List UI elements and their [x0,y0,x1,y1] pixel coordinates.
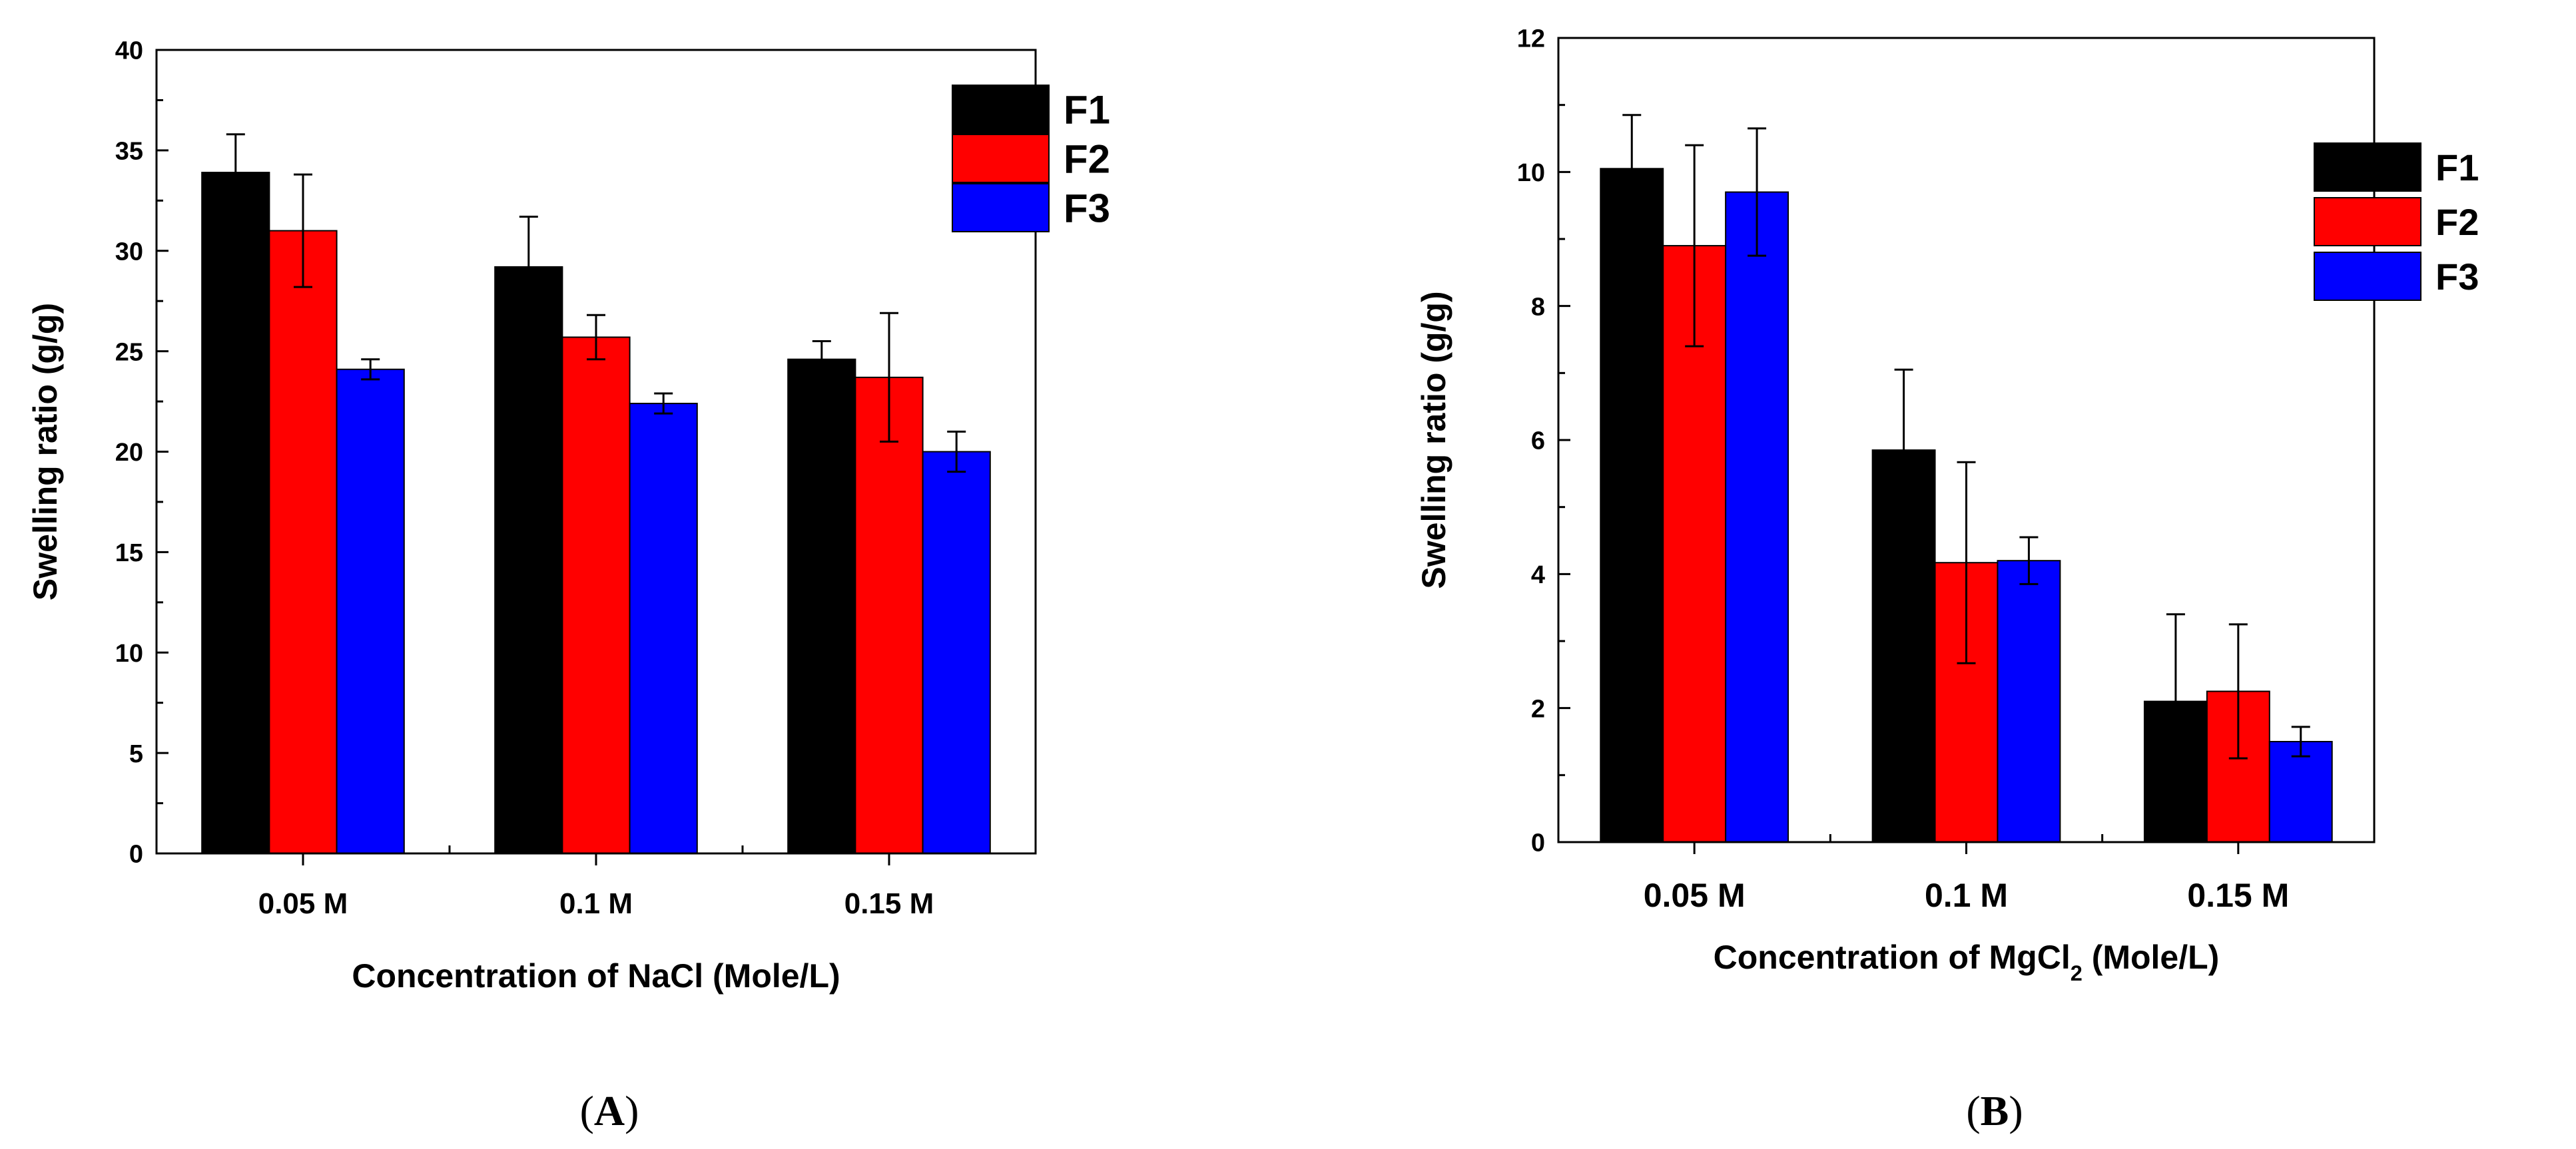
legend-swatch-f2 [952,134,1050,183]
panel-label-paren-open: ( [1966,1087,1980,1134]
panel-label-letter: A [594,1087,625,1134]
error-bar-f3-2 [654,392,673,415]
legend-label-f3: F3 [2435,256,2479,298]
y-tick-label: 30 [115,238,143,266]
error-bar-f1-1 [1622,114,1642,224]
y-axis-label: Swelling ratio (g/g) [27,303,64,600]
y-tick-label: 6 [1531,427,1545,455]
error-bar-f2-2 [587,314,605,361]
error-bar-f3-1 [361,358,380,381]
error-bar-f3-3 [2291,726,2310,758]
y-tick-label: 35 [115,138,143,166]
y-tick-label: 5 [129,740,143,768]
error-bar-f3-2 [2019,536,2039,585]
bar-f3-1 [336,368,405,854]
bar-f3-3 [2268,741,2333,843]
x-axis-label-unit: (Mole/L) [2083,939,2220,976]
error-bar-f3-1 [1748,127,1767,257]
x-tick-label: 0.1 M [1925,877,2008,914]
y-tick-label: 0 [1531,829,1545,857]
y-tick-label: 15 [115,539,143,567]
panel-label: (B) [1966,1087,2023,1134]
x-tick-label: 0.15 M [844,887,934,920]
bar-f3-2 [1997,560,2061,843]
x-tick-label: 0.05 M [258,887,348,920]
y-tick-label: 4 [1531,561,1545,589]
legend-label-f1: F1 [1064,88,1110,132]
x-axis-label-subscript: 2 [2071,961,2083,985]
error-bar-f2-3 [2228,623,2248,760]
legend-swatch-f1 [2314,142,2421,192]
bar-f3-1 [1725,191,1789,843]
error-bar-f2-1 [1685,144,1704,347]
x-tick-label: 0.15 M [2187,877,2289,914]
error-bar-f1-3 [812,340,831,379]
y-tick-label: 10 [115,640,143,668]
legend-swatch-f2 [2314,197,2421,246]
error-bar-f1-3 [2166,613,2185,790]
bar-f1-1 [1600,168,1664,843]
y-tick-label: 12 [1517,25,1545,53]
legend-swatch-f1 [952,85,1050,134]
legend-label-f1: F1 [2435,146,2479,188]
y-tick-label: 8 [1531,293,1545,321]
panel-label-paren-close: ) [625,1087,639,1134]
x-tick-label: 0.1 M [559,887,633,920]
legend-label-f2: F2 [1064,137,1110,182]
error-bar-f1-2 [1894,368,1913,532]
error-bar-f2-3 [880,312,898,443]
legend: F1 F2 F3 [2314,142,2479,301]
y-tick-label: 2 [1531,695,1545,723]
panel-label-paren-close: ) [2009,1087,2023,1134]
chart-panel-a: 0 5 10 15 20 25 30 35 40 0.05 M 0.1 M 0.15 M Swellin… [27,37,1110,1134]
error-bar-f1-2 [519,215,538,318]
panel-label-paren-open: ( [580,1087,594,1134]
x-axis-label-main: Concentration of MgCl [1714,939,2071,976]
error-bar-f2-1 [294,173,312,288]
chart-panel-b: 0 2 4 6 8 10 12 0.05 M 0.1 M 0.15 M Swelling ratio… [1415,25,2479,1134]
error-bar-f1-1 [226,133,245,212]
bar-f3-2 [629,403,698,854]
error-bar-f3-3 [947,430,966,473]
bar-f3-3 [922,451,991,854]
x-tick-label: 0.05 M [1644,877,1746,914]
panel-label-letter: B [1981,1087,2009,1134]
bar-f2-2 [561,336,631,854]
bar-f2-1 [268,230,338,854]
y-tick-label: 40 [115,37,143,65]
legend-swatch-f3 [952,183,1050,232]
bar-f2-3 [854,376,924,854]
y-axis-label: Swelling ratio (g/g) [1415,291,1452,588]
legend-label-f3: F3 [1064,186,1110,231]
bar-f1-2 [494,266,563,854]
x-axis-label: Concentration of NaCl (Mole/L) [352,957,840,995]
bar-f1-3 [787,358,856,854]
y-tick-label: 20 [115,439,143,467]
bar-f1-1 [201,172,270,854]
panel-label: (A) [580,1087,639,1134]
y-tick-label: 25 [115,338,143,366]
legend-label-f2: F2 [2435,201,2479,243]
x-axis-label: Concentration of MgCl2 (Mole/L) [1714,939,2220,985]
y-tick-label: 10 [1517,159,1545,187]
y-tick-label: 0 [129,841,143,869]
error-bar-f2-2 [1957,461,1976,664]
legend-swatch-f3 [2314,252,2421,301]
